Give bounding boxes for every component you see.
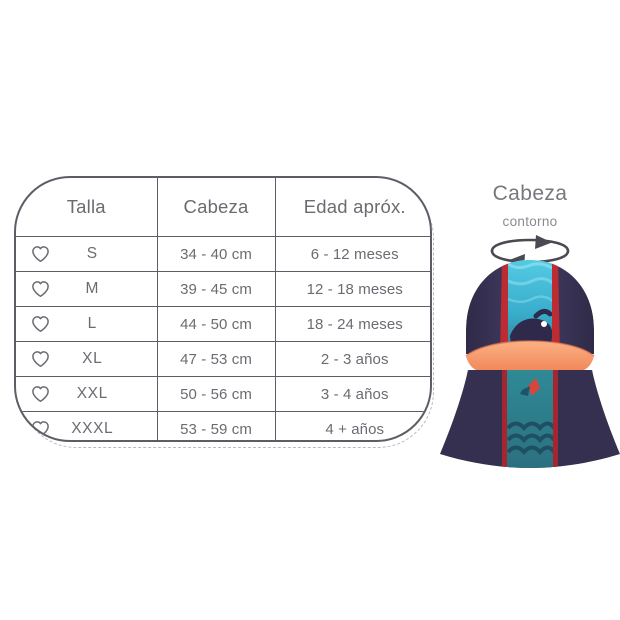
table-row: M 39 - 45 cm 12 - 18 meses xyxy=(16,271,430,307)
column-header-edad: Edad apróx. xyxy=(274,178,430,237)
cell-talla: L xyxy=(16,306,158,342)
cell-edad: 18 - 24 meses xyxy=(274,306,430,342)
cell-talla: M xyxy=(16,271,158,307)
cell-talla: S xyxy=(16,236,158,272)
cell-edad: 12 - 18 meses xyxy=(274,271,430,307)
size-label: S xyxy=(86,245,98,262)
size-chart-table-container: Talla Cabeza Edad apróx. S xyxy=(14,176,434,448)
size-chart-table: Talla Cabeza Edad apróx. S xyxy=(16,178,430,440)
cell-talla: XXXL xyxy=(16,411,158,440)
illustration-title: Cabeza xyxy=(492,182,568,205)
heart-icon xyxy=(30,244,50,264)
hat-brim xyxy=(466,341,594,370)
table-row: S 34 - 40 cm 6 - 12 meses xyxy=(16,236,430,272)
cell-edad: 6 - 12 meses xyxy=(274,236,430,272)
heart-icon xyxy=(30,314,50,334)
sun-hat-illustration xyxy=(440,260,620,468)
cell-talla: XXL xyxy=(16,376,158,412)
table-row: XXL 50 - 56 cm 3 - 4 años xyxy=(16,376,430,412)
table-row: XXXL 53 - 59 cm 4 + años xyxy=(16,411,430,440)
cell-cabeza: 44 - 50 cm xyxy=(156,306,276,342)
cell-cabeza: 50 - 56 cm xyxy=(156,376,276,412)
table-row: L 44 - 50 cm 18 - 24 meses xyxy=(16,306,430,342)
cell-cabeza: 53 - 59 cm xyxy=(156,411,276,440)
cell-talla: XL xyxy=(16,341,158,377)
size-label: L xyxy=(87,315,97,332)
table-header: Talla Cabeza Edad apróx. xyxy=(16,178,430,237)
column-header-cabeza: Cabeza xyxy=(156,178,276,237)
cell-cabeza: 34 - 40 cm xyxy=(156,236,276,272)
size-label: XXL xyxy=(76,385,108,402)
heart-icon xyxy=(30,384,50,404)
cell-cabeza: 39 - 45 cm xyxy=(156,271,276,307)
table-frame: Talla Cabeza Edad apróx. S xyxy=(14,176,432,442)
measurement-illustration: Cabeza contorno xyxy=(440,180,620,470)
table-body: S 34 - 40 cm 6 - 12 meses xyxy=(16,236,430,440)
cell-edad: 3 - 4 años xyxy=(274,376,430,412)
table-row: XL 47 - 53 cm 2 - 3 años xyxy=(16,341,430,377)
cell-edad: 2 - 3 años xyxy=(274,341,430,377)
size-label: XXXL xyxy=(71,420,114,437)
hat-neck-flap xyxy=(440,370,620,468)
table-header-row: Talla Cabeza Edad apróx. xyxy=(16,178,430,237)
illustration-subtitle: contorno xyxy=(502,214,558,229)
size-label: M xyxy=(85,280,99,297)
heart-icon xyxy=(30,279,50,299)
column-header-talla: Talla xyxy=(16,178,158,237)
size-label: XL xyxy=(82,350,103,367)
cell-cabeza: 47 - 53 cm xyxy=(156,341,276,377)
heart-icon xyxy=(30,349,50,369)
